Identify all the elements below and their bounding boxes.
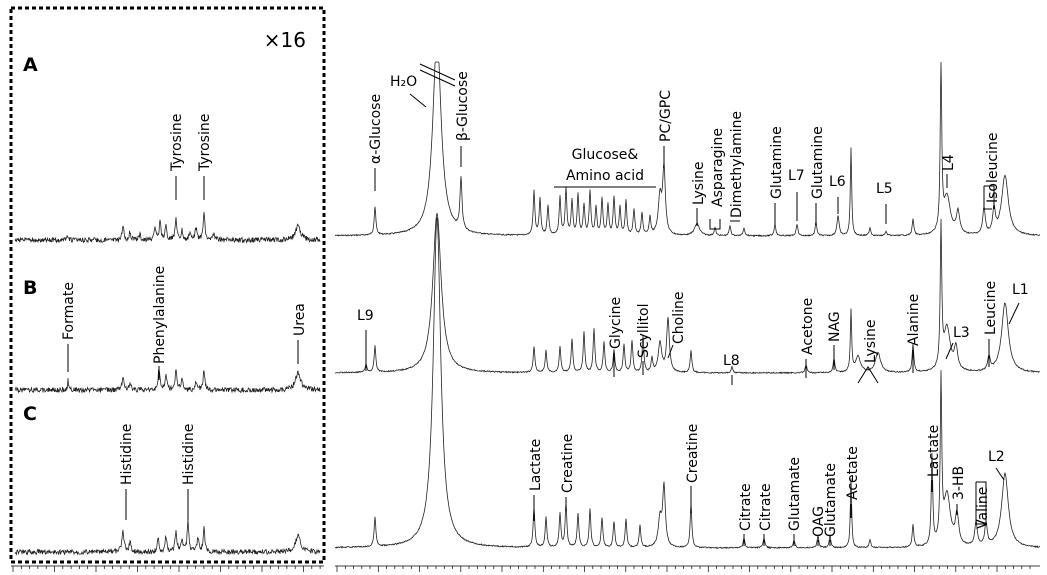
axis-ticks <box>12 566 1031 572</box>
peak-label-acetone: Acetone <box>800 298 816 355</box>
spectrum-trace <box>335 217 1041 549</box>
peak-label-oag: OAG <box>811 506 827 537</box>
peak-label-lactate: Lactate <box>528 439 544 491</box>
peak-label-citrate: Citrate <box>738 483 754 531</box>
peak-label-l7: L7 <box>788 168 805 184</box>
peak-label-l6: L6 <box>829 174 846 190</box>
panel-c-labels: Histidine Histidine Lactate Creatine Cre… <box>119 424 1005 546</box>
spectrum-trace <box>335 61 1041 238</box>
peak-label-glutamate: Glutamate <box>823 463 839 537</box>
peak-label-phenylalanine: Phenylalanine <box>152 266 168 364</box>
peak-leader <box>995 467 1005 481</box>
peak-leader <box>945 342 954 360</box>
peak-label-lactate: Lactate <box>926 425 942 477</box>
peak-bracket <box>984 185 995 209</box>
peak-label-lysine: Lysine <box>691 162 707 205</box>
peak-label-isoleucine: Isoleucine <box>985 133 1001 203</box>
peak-bracket <box>975 481 987 525</box>
peak-label-leucine: Leucine <box>983 281 999 335</box>
peak-leader <box>409 93 427 108</box>
spectrum-trace <box>14 518 321 556</box>
panel-a-labels: Tyrosine Tyrosine α-Glucose H₂O β-Glucos… <box>169 71 1001 230</box>
peak-label-water: H₂O <box>390 74 417 90</box>
peak-label-alpha-glucose: α-Glucose <box>368 94 384 164</box>
peak-label-l9: L9 <box>357 308 374 324</box>
peak-label-beta-glucose: β-Glucose <box>455 71 471 141</box>
peak-leader <box>857 366 879 384</box>
panel-b-labels: Formate Phenylalanine Urea L9 Glycine Sc… <box>61 266 1029 385</box>
peak-label-histidine: Histidine <box>119 424 135 485</box>
peak-label-glycine: Glycine <box>608 297 624 349</box>
peak-label-glutamate: Glutamate <box>787 457 803 531</box>
peak-label-3hb: 3-HB <box>951 466 967 500</box>
spectrum-trace <box>14 369 321 394</box>
peak-label-l5: L5 <box>876 181 893 197</box>
peak-label-nag: NAG <box>827 311 843 342</box>
axis-break-mark <box>419 63 456 81</box>
peak-label-l4: L4 <box>941 154 957 171</box>
peak-leader <box>667 344 674 359</box>
peak-label-dimethylamine: Dimethylamine <box>729 111 745 218</box>
peak-label-alanine: Alanine <box>906 294 922 346</box>
peak-label-scyllitol: Scyllitol <box>636 304 652 358</box>
peak-label-creatine: Creatine <box>560 434 576 493</box>
peak-label-creatine: Creatine <box>685 424 701 483</box>
peak-label-citrate: Citrate <box>758 483 774 531</box>
peak-label-pc-gpc: PC/GPC <box>658 90 674 142</box>
peak-label-urea: Urea <box>292 303 308 336</box>
region-label-glucose: Glucose& <box>572 147 639 163</box>
peak-label-glutamine: Glutamine <box>810 126 826 199</box>
peak-label-l3: L3 <box>953 325 970 341</box>
peak-label-lysine: Lysine <box>863 320 879 363</box>
peak-label-l2: L2 <box>988 449 1005 465</box>
axis-break-mark <box>419 69 456 87</box>
peak-label-choline: Choline <box>671 292 687 344</box>
peak-bracket <box>983 186 992 210</box>
peak-label-l1: L1 <box>1012 282 1029 298</box>
inset-frame <box>9 6 326 564</box>
peak-label-tyrosine: Tyrosine <box>169 114 185 172</box>
peak-label-tyrosine: Tyrosine <box>197 114 213 172</box>
peak-label-glutamine: Glutamine <box>769 126 785 199</box>
peak-label-l8: L8 <box>723 353 740 369</box>
region-label-amino-acid: Amino acid <box>566 168 644 184</box>
peak-label-asparagine: Asparagine <box>710 128 726 207</box>
panel-label-c: C <box>23 403 37 425</box>
inset-scale-label: ×16 <box>264 28 306 52</box>
peak-label-valine: Valine <box>975 487 991 529</box>
panel-label-a: A <box>23 54 38 76</box>
peak-label-formate: Formate <box>61 282 77 340</box>
peak-label-acetate: Acetate <box>845 446 861 500</box>
spectrum-trace <box>334 212 1041 375</box>
spectrum-trace <box>14 212 321 244</box>
panel-label-b: B <box>23 277 37 299</box>
spectrum-traces <box>14 61 1041 556</box>
peak-leader <box>1008 302 1020 325</box>
peak-label-histidine: Histidine <box>181 424 197 485</box>
peak-bracket <box>709 219 721 230</box>
